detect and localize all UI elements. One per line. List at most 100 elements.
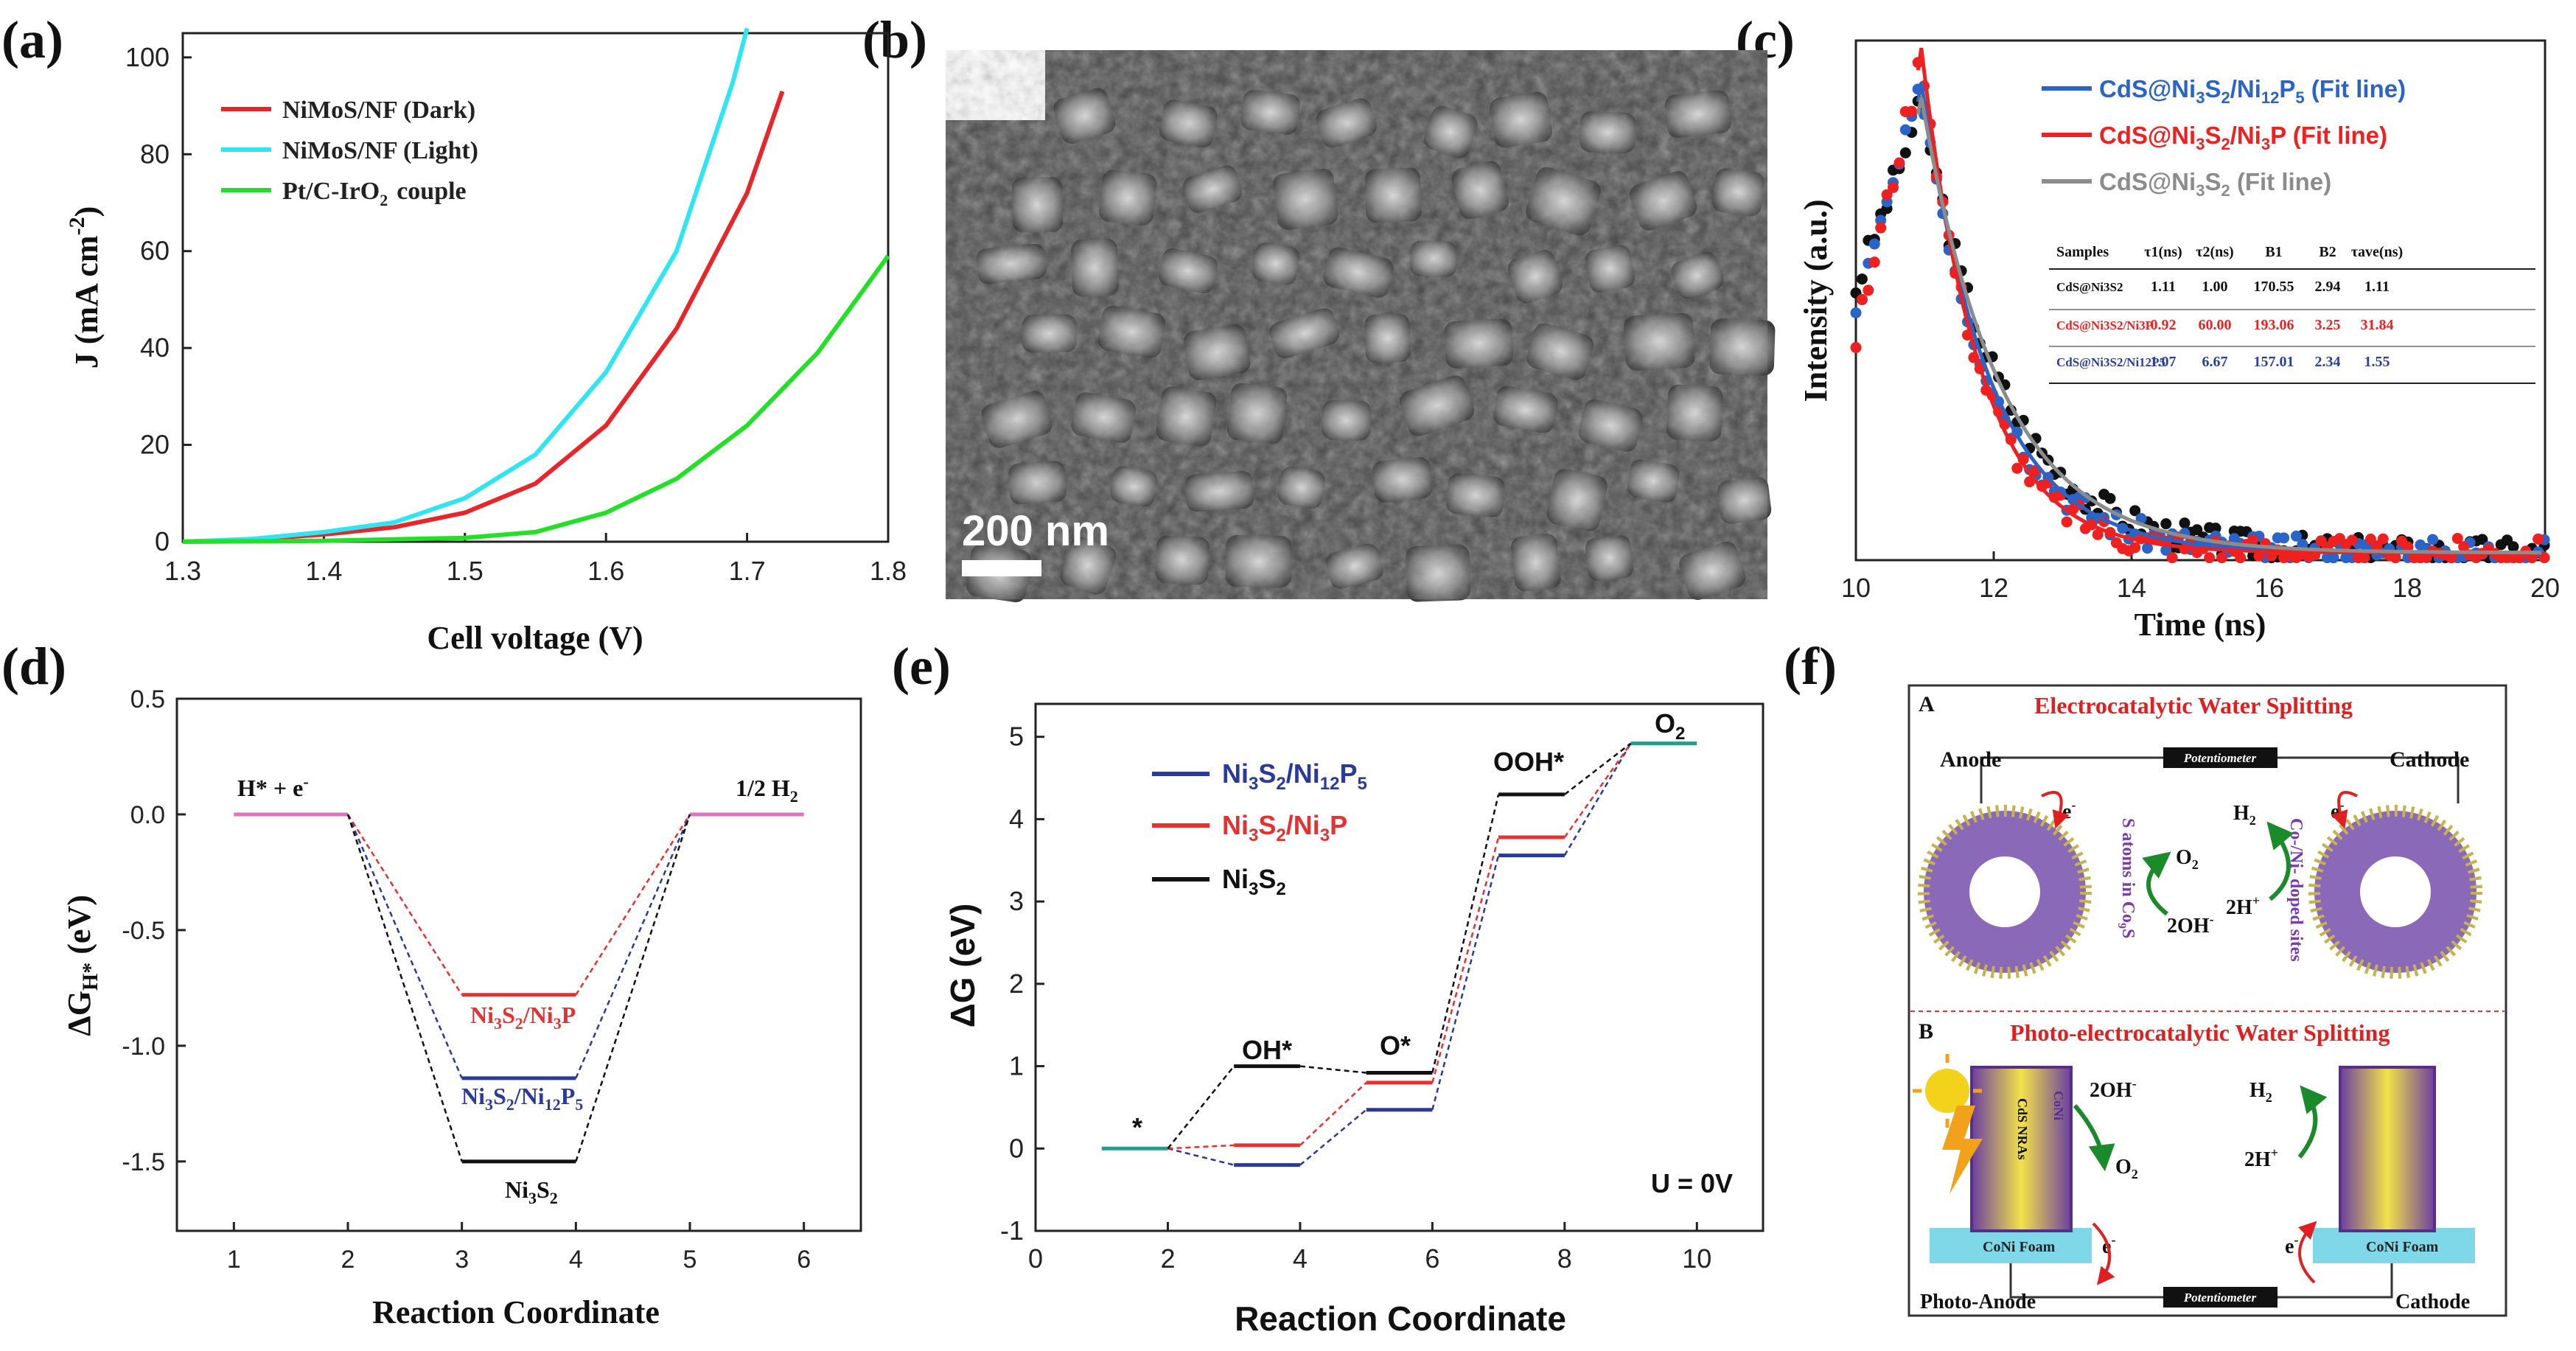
data-point (2451, 533, 2463, 545)
h2-a-sub: 2 (2249, 813, 2256, 828)
data-point (2390, 552, 2401, 564)
coni-foam-left (1930, 1228, 2092, 1263)
oh-a-sup: - (2210, 912, 2214, 926)
panel-f-schematic: A Electrocatalytic Water Splitting B Pho… (1907, 684, 2507, 1317)
data-point (2129, 505, 2141, 517)
table-cell: 2.34 (2315, 354, 2341, 370)
data-point (2160, 518, 2172, 530)
panel-c-fit-lines (1916, 47, 2542, 555)
x-tick-label: 3 (455, 1246, 469, 1274)
legend-ptc-main: Pt/C-IrO (282, 178, 380, 205)
panel-e-legend: Ni3S2/Ni12P5 Ni3S2/Ni3P Ni3S2 (1152, 758, 1367, 899)
h2-a-main: H (2233, 802, 2249, 825)
hplus-a-label: 2H+ (2226, 893, 2260, 919)
label-ni3s2-ni12p5: Ni3S2/Ni12P5 (461, 1083, 583, 1114)
data-point (1887, 181, 1899, 193)
x-tick-label: 1.7 (729, 556, 766, 586)
x-tick-label: 5 (683, 1246, 697, 1274)
data-point (2061, 516, 2073, 528)
series-line (182, 254, 890, 544)
annot-h-e-main: H* + e (237, 775, 303, 801)
doped-sites-label: Co-/Ni- doped sites (2286, 818, 2306, 962)
panel-d-annotations: H* + e- 1/2 H2 Ni3S2/Ni3P Ni3S2/Ni12P5 N… (237, 772, 798, 1207)
panel-d-ticks: 1 2 3 4 5 6 0.5 0.0 -0.5 -1.0 -1.5 (122, 685, 811, 1274)
data-point (2507, 541, 2519, 553)
hplus-b-main: 2H (2244, 1148, 2271, 1171)
data-point (2166, 552, 2178, 564)
y-tick-label: 0 (1009, 1133, 1024, 1163)
h2-a-label: H2 (2233, 802, 2256, 828)
coni-foam-left-label: CoNi Foam (1983, 1239, 2056, 1255)
panel-labels: (a) (b) (c) (d) (e) (f) (1, 10, 1837, 696)
table-sample: CdS@Ni3S2/Ni12P5 (2056, 355, 2165, 369)
electron-arrow-a-right (2331, 791, 2358, 829)
s-atoms-sub: 9 (2115, 923, 2128, 929)
table-cell: 1.00 (2202, 279, 2228, 295)
electron-arrow-b-right (2297, 1221, 2317, 1284)
data-point (2278, 532, 2290, 544)
data-point (2526, 552, 2538, 564)
panel-d-chart: 1 2 3 4 5 6 0.5 0.0 -0.5 -1.0 -1.5 H* + e- 1/2 H2 … (61, 685, 862, 1330)
x-tick-label: 1.4 (305, 556, 342, 586)
panel-c-lifetime-table: Samples τ1(ns) τ2(ns) B1 B2 τave(ns) CdS@Ni3S2… (2045, 232, 2535, 387)
connector (1167, 1144, 1235, 1150)
panel-a-ylabel-main: J (mA cm (69, 235, 105, 369)
legend-label-e-ni3p: Ni3S2/Ni3P (1222, 810, 1347, 845)
sun-rays (1913, 1054, 1982, 1128)
panel-c-ylabel: Intensity (a.u.) (1798, 199, 1834, 402)
x-tick-label: 2 (341, 1246, 355, 1274)
annot-oh: OH* (1242, 1035, 1292, 1065)
legend-label-dark: NiMoS/NF (Dark) (282, 97, 475, 124)
section-a-letter: A (1919, 692, 1935, 716)
panel-label-d: (d) (1, 637, 66, 696)
connector (1564, 742, 1632, 795)
o2-a-main: O (2176, 846, 2192, 869)
annot-ooh: OOH* (1493, 747, 1564, 777)
data-point (1856, 273, 1868, 285)
data-point (2210, 523, 2221, 534)
annot-o2-sub: 2 (1675, 724, 1685, 744)
h2-b-main: H (2249, 1079, 2266, 1102)
table-header: B2 (2319, 244, 2336, 260)
panel-a-xlabel: Cell voltage (V) (427, 620, 643, 656)
annot-u: U = 0V (1651, 1168, 1733, 1198)
arrow-her-a (2266, 821, 2294, 901)
table-cell: 193.06 (2254, 317, 2294, 333)
panel-label-b: (b) (862, 10, 927, 69)
table-cell: 1.11 (2364, 279, 2390, 295)
connector-up (575, 814, 691, 996)
panel-c-plot-frame (1854, 39, 2547, 562)
panel-d-ylabel-main: ΔG (61, 991, 97, 1036)
connector (1431, 794, 1500, 1073)
connector (1431, 837, 1500, 1083)
y-tick-label: 20 (140, 430, 170, 460)
sem-scale-label: 200 nm (962, 507, 1109, 555)
legend-label-ni12p5: CdS@Ni3S2/Ni12P5 (Fit line) (2099, 75, 2406, 107)
data-point (2458, 541, 2470, 553)
data-point (2359, 552, 2370, 564)
panel-a-ylabel-close: ) (69, 206, 105, 217)
table-cell: 1.07 (2151, 354, 2177, 370)
data-point (1856, 293, 1868, 305)
table-sample: CdS@Ni3S2/Ni3P (2056, 318, 2153, 332)
o2-b-sub: 2 (2132, 1167, 2138, 1181)
table-cell: 60.00 (2199, 317, 2232, 333)
connector (1299, 1109, 1367, 1166)
legend-label-e-ni3s2: Ni3S2 (1222, 864, 1286, 899)
data-point (2253, 550, 2265, 562)
x-tick-label: 0 (1028, 1243, 1043, 1274)
y-tick-label: 0.0 (130, 801, 165, 829)
x-tick-label: 6 (797, 1246, 811, 1274)
arrow-oer-b (2073, 1104, 2115, 1172)
table-cell: 6.67 (2202, 354, 2228, 370)
x-tick-label: 1.3 (164, 556, 201, 586)
x-tick-label: 4 (569, 1246, 583, 1274)
x-tick-label: 6 (1425, 1243, 1439, 1274)
h2-b-sub: 2 (2266, 1090, 2272, 1105)
x-tick-label: 8 (1557, 1243, 1572, 1274)
table-cell: 157.01 (2254, 354, 2294, 370)
data-point (2104, 492, 2116, 504)
catalyst-right-texture (2308, 805, 2482, 979)
